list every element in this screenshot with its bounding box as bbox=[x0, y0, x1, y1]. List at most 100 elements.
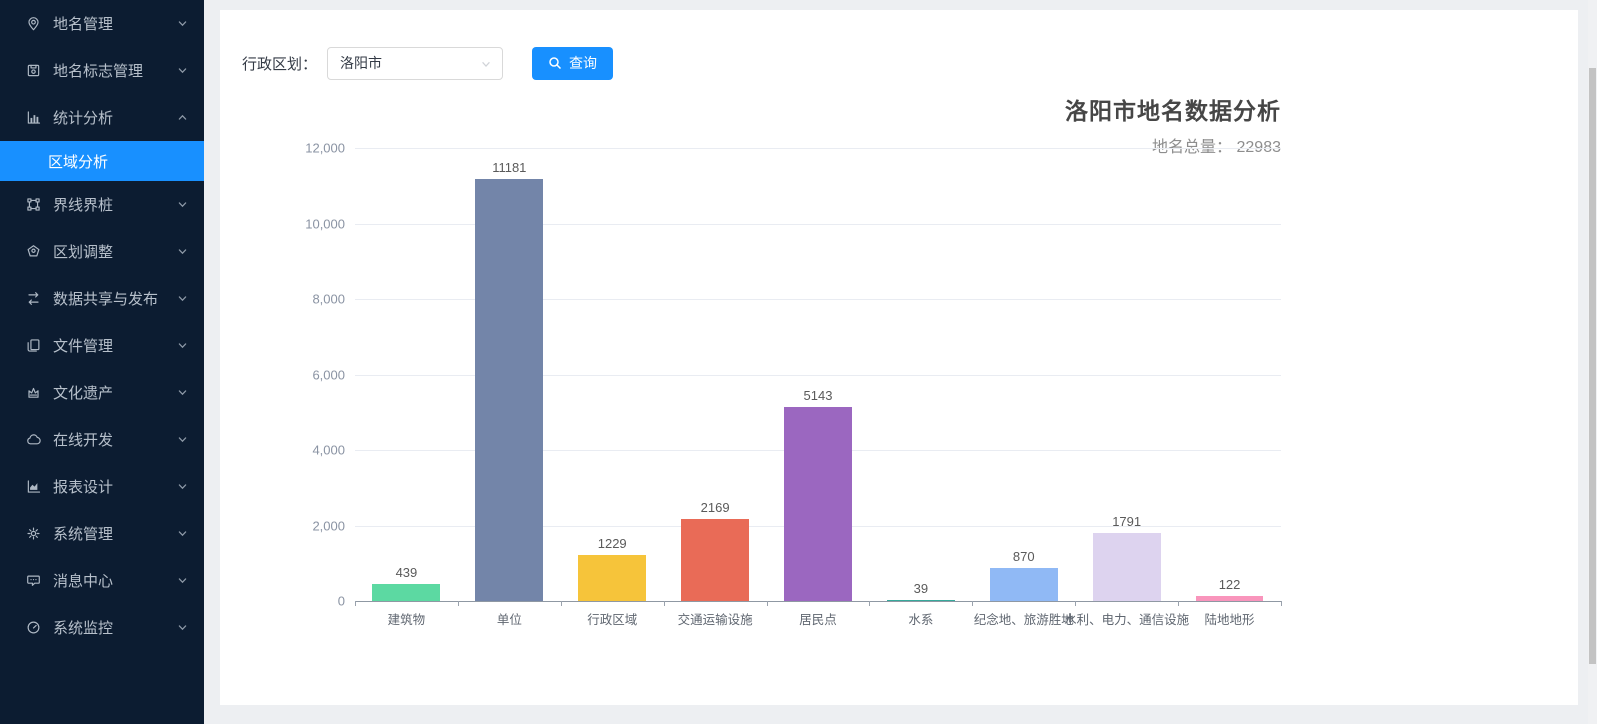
bar-3[interactable] bbox=[681, 519, 750, 601]
chevron-down-icon bbox=[480, 57, 492, 69]
sidebar-item-8[interactable]: 在线开发 bbox=[0, 416, 204, 463]
chevron-down-icon bbox=[177, 65, 188, 76]
bar-value-label: 1791 bbox=[1112, 514, 1142, 530]
bar-band-0: 439 bbox=[355, 148, 458, 601]
bar-value-label: 122 bbox=[1218, 577, 1241, 593]
sidebar-item-2[interactable]: 统计分析 bbox=[0, 94, 204, 141]
location-pin-icon bbox=[26, 16, 42, 32]
chevron-down-icon bbox=[177, 481, 188, 492]
sidebar-item-12[interactable]: 系统监控 bbox=[0, 604, 204, 651]
sidebar-item-10[interactable]: 系统管理 bbox=[0, 510, 204, 557]
sidebar-item-label: 文件管理 bbox=[53, 338, 114, 355]
sidebar-item-3[interactable]: 界线界桩 bbox=[0, 181, 204, 228]
sidebar-item-label: 系统监控 bbox=[53, 620, 114, 637]
bar-value-label: 1229 bbox=[597, 535, 627, 551]
bar-7[interactable] bbox=[1092, 533, 1161, 601]
x-axis-tick bbox=[355, 601, 356, 606]
signboard-icon bbox=[26, 63, 42, 79]
boundary-icon bbox=[26, 197, 42, 213]
gridline bbox=[355, 299, 1281, 300]
submenu: 区域分析 bbox=[0, 141, 204, 181]
sidebar-item-9[interactable]: 报表设计 bbox=[0, 463, 204, 510]
x-axis-category-label: 行政区域 bbox=[587, 613, 638, 627]
content-card: 行政区划： 洛阳市 查询 洛阳市地名数据分析 地名总量： 22983 0 2,00… bbox=[220, 10, 1578, 705]
sidebar-item-label: 地名管理 bbox=[53, 16, 114, 33]
search-icon bbox=[548, 56, 562, 70]
chevron-down-icon bbox=[177, 434, 188, 445]
sidebar-item-label: 数据共享与发布 bbox=[53, 291, 159, 308]
page-scrollbar[interactable] bbox=[1588, 0, 1597, 724]
sidebar-item-label: 地名标志管理 bbox=[53, 63, 144, 80]
sidebar-item-7[interactable]: 文化遗产 bbox=[0, 369, 204, 416]
x-axis-category-label: 建筑物 bbox=[387, 613, 426, 627]
sidebar-item-5[interactable]: 数据共享与发布 bbox=[0, 275, 204, 322]
x-axis-category-label: 纪念地、旅游胜地 bbox=[973, 613, 1074, 627]
submenu-item-0[interactable]: 区域分析 bbox=[0, 141, 204, 181]
bar-band-8: 122 bbox=[1178, 148, 1281, 601]
bar-band-4: 5143 bbox=[767, 148, 870, 601]
area-chart-icon bbox=[26, 479, 42, 495]
bar-6[interactable] bbox=[989, 568, 1058, 601]
bar-8[interactable] bbox=[1195, 596, 1264, 601]
y-axis-tick-label: 2,000 bbox=[312, 518, 345, 533]
x-axis-tick bbox=[1281, 601, 1282, 606]
chevron-up-icon bbox=[177, 112, 188, 123]
x-axis-category-label: 交通运输设施 bbox=[677, 613, 753, 627]
bar-band-6: 870 bbox=[972, 148, 1075, 601]
sidebar-item-11[interactable]: 消息中心 bbox=[0, 557, 204, 604]
bar-band-5: 39 bbox=[869, 148, 972, 601]
bar-band-1: 11181 bbox=[458, 148, 561, 601]
gridline bbox=[355, 148, 1281, 149]
chevron-down-icon bbox=[177, 293, 188, 304]
message-icon bbox=[26, 573, 42, 589]
bar-5[interactable] bbox=[886, 599, 955, 601]
bar-2[interactable] bbox=[578, 554, 647, 601]
sidebar-item-label: 界线界桩 bbox=[53, 197, 114, 214]
x-axis-category-label: 单位 bbox=[496, 613, 522, 627]
chart-title-block: 洛阳市地名数据分析 地名总量： 22983 bbox=[1065, 92, 1281, 157]
heritage-icon bbox=[26, 385, 42, 401]
sidebar-item-label: 报表设计 bbox=[53, 479, 114, 496]
bar-value-label: 2169 bbox=[700, 500, 730, 516]
gridline bbox=[355, 223, 1281, 225]
filter-label: 行政区划： bbox=[242, 55, 318, 73]
sidebar-item-4[interactable]: 区划调整 bbox=[0, 228, 204, 275]
x-axis-tick bbox=[560, 601, 562, 606]
sidebar-item-label: 在线开发 bbox=[53, 432, 114, 449]
gridline bbox=[355, 374, 1281, 376]
x-axis-tick bbox=[663, 601, 665, 606]
sidebar: 地名管理地名标志管理统计分析 区域分析界线界桩区划调整数据共享与发布 文件管理文化遗… bbox=[0, 0, 204, 724]
x-axis-line bbox=[355, 601, 1281, 602]
sidebar-item-label: 文化遗产 bbox=[53, 385, 114, 402]
y-axis-tick-label: 12,000 bbox=[305, 140, 345, 156]
bar-chart-plot: 0 2,000 4,000 6,000 8,000 10,000 12,000 439 建筑物 1… bbox=[305, 141, 1282, 627]
bar-0[interactable] bbox=[372, 584, 441, 601]
x-axis-tick bbox=[1075, 601, 1077, 606]
chart-subtitle: 地名总量： 22983 bbox=[1152, 139, 1281, 156]
chevron-down-icon bbox=[177, 575, 188, 586]
region-select[interactable]: 洛阳市 bbox=[327, 46, 504, 80]
sidebar-item-label: 消息中心 bbox=[53, 573, 114, 590]
sidebar-item-0[interactable]: 地名管理 bbox=[0, 0, 204, 47]
bar-4[interactable] bbox=[784, 406, 852, 601]
search-button[interactable]: 查询 bbox=[532, 46, 614, 80]
y-axis-tick-label: 6,000 bbox=[312, 367, 345, 382]
filter-bar: 行政区划： 洛阳市 查询 bbox=[242, 46, 614, 80]
chevron-down-icon bbox=[177, 340, 188, 351]
sidebar-item-6[interactable]: 文件管理 bbox=[0, 322, 204, 369]
x-axis-tick bbox=[869, 601, 871, 606]
y-axis-tick-label: 0 bbox=[337, 593, 345, 609]
x-axis-category-label: 居民点 bbox=[799, 613, 837, 627]
chevron-down-icon bbox=[177, 199, 188, 210]
bar-value-label: 5143 bbox=[803, 387, 833, 403]
bar-band-7: 1791 bbox=[1075, 148, 1178, 601]
bar-value-label: 39 bbox=[913, 580, 929, 596]
y-axis-tick-label: 10,000 bbox=[305, 216, 345, 231]
files-icon bbox=[26, 338, 42, 354]
chevron-down-icon bbox=[177, 622, 188, 633]
bar-1[interactable] bbox=[475, 178, 544, 601]
sidebar-item-1[interactable]: 地名标志管理 bbox=[0, 47, 204, 94]
chart-title: 洛阳市地名数据分析 bbox=[1065, 98, 1281, 124]
bar-value-label: 11181 bbox=[492, 159, 527, 175]
scrollbar-thumb[interactable] bbox=[1589, 68, 1596, 664]
